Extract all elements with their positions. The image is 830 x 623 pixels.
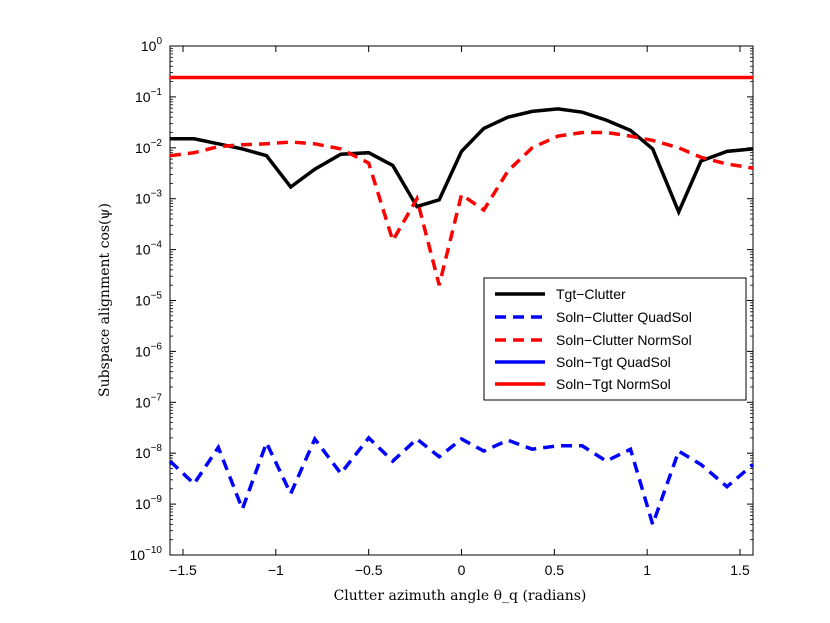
y-tick-label: 10−1 (135, 87, 162, 105)
y-tick-label: 10−6 (135, 341, 162, 359)
y-tick-label: 10−3 (135, 189, 162, 207)
legend: Tgt−Clutter Soln−Clutter QuadSol Soln−Cl… (483, 277, 747, 401)
legend-label-tgt-clutter: Tgt−Clutter (556, 286, 626, 302)
ticks: −1.5 −1 −0.5 0 0.5 1 1.5 100 10−1 10−2 10−3 10−4 10−… (129, 36, 753, 578)
x-tick-label: 0 (458, 562, 466, 578)
y-tick-label: 100 (141, 36, 163, 54)
x-tick-label: 0.5 (545, 562, 565, 578)
y-tick-label: 10−2 (135, 138, 162, 156)
y-axis-label: Subspace alignment cos(ψ) (97, 203, 113, 397)
legend-label-soln-clutter-quadsol: Soln−Clutter QuadSol (556, 309, 692, 325)
series-layer (168, 75, 755, 531)
y-tick-label: 10−5 (135, 291, 162, 309)
legend-box (483, 277, 747, 401)
x-tick-label: 1.5 (730, 562, 750, 578)
series-line-2 (169, 130, 754, 286)
y-tick-label: 10−4 (135, 240, 162, 258)
series-line-0 (170, 107, 754, 217)
x-tick-label: −1.5 (169, 562, 197, 578)
legend-label-soln-tgt-normsol: Soln−Tgt NormSol (556, 376, 671, 392)
y-tick-label: 10−9 (135, 494, 162, 512)
y-tick-label: 10−8 (135, 443, 162, 461)
legend-label-soln-tgt-quadsol: Soln−Tgt QuadSol (556, 354, 671, 370)
y-tick-label: 10−7 (135, 392, 162, 410)
x-axis-label: Clutter azimuth angle θ_q (radians) (334, 588, 587, 604)
y-tick-label: 10−10 (129, 545, 162, 563)
x-tick-label: −0.5 (355, 562, 383, 578)
legend-label-soln-clutter-normsol: Soln−Clutter NormSol (556, 332, 692, 348)
x-tick-label: 1 (643, 562, 651, 578)
x-tick-label: −1 (268, 562, 284, 578)
series-line-1 (168, 435, 755, 531)
